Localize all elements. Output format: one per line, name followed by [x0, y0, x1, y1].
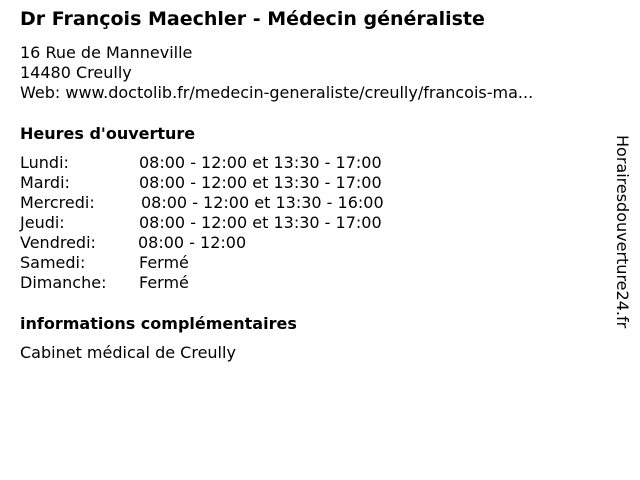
day-label: Mardi:: [20, 173, 70, 192]
watermark-text: Horairesdouverture24.fr: [613, 135, 632, 329]
page-title: Dr François Maechler - Médecin généralis…: [20, 8, 485, 30]
address-city: 14480 Creully: [20, 63, 132, 82]
time-value: 08:00 - 12:00 et 13:30 - 16:00: [141, 193, 384, 212]
day-label: Mercredi:: [20, 193, 95, 212]
time-value: 08:00 - 12:00 et 13:30 - 17:00: [139, 213, 382, 232]
time-value: 08:00 - 12:00 et 13:30 - 17:00: [139, 153, 382, 172]
time-value: 08:00 - 12:00: [138, 233, 247, 252]
day-label: Jeudi:: [20, 213, 65, 232]
hours-heading: Heures d'ouverture: [20, 124, 196, 143]
info-heading: informations complémentaires: [20, 314, 297, 333]
time-value: Fermé: [139, 253, 189, 272]
day-label: Samedi:: [20, 253, 86, 272]
day-label: Vendredi:: [20, 233, 96, 252]
time-value: 08:00 - 12:00 et 13:30 - 17:00: [139, 173, 382, 192]
day-label: Lundi:: [20, 153, 69, 172]
day-label: Dimanche:: [20, 273, 107, 292]
info-text: Cabinet médical de Creully: [20, 343, 236, 362]
website-link[interactable]: Web: www.doctolib.fr/medecin-generaliste…: [20, 83, 534, 102]
address-street: 16 Rue de Manneville: [20, 43, 193, 62]
time-value: Fermé: [139, 273, 189, 292]
